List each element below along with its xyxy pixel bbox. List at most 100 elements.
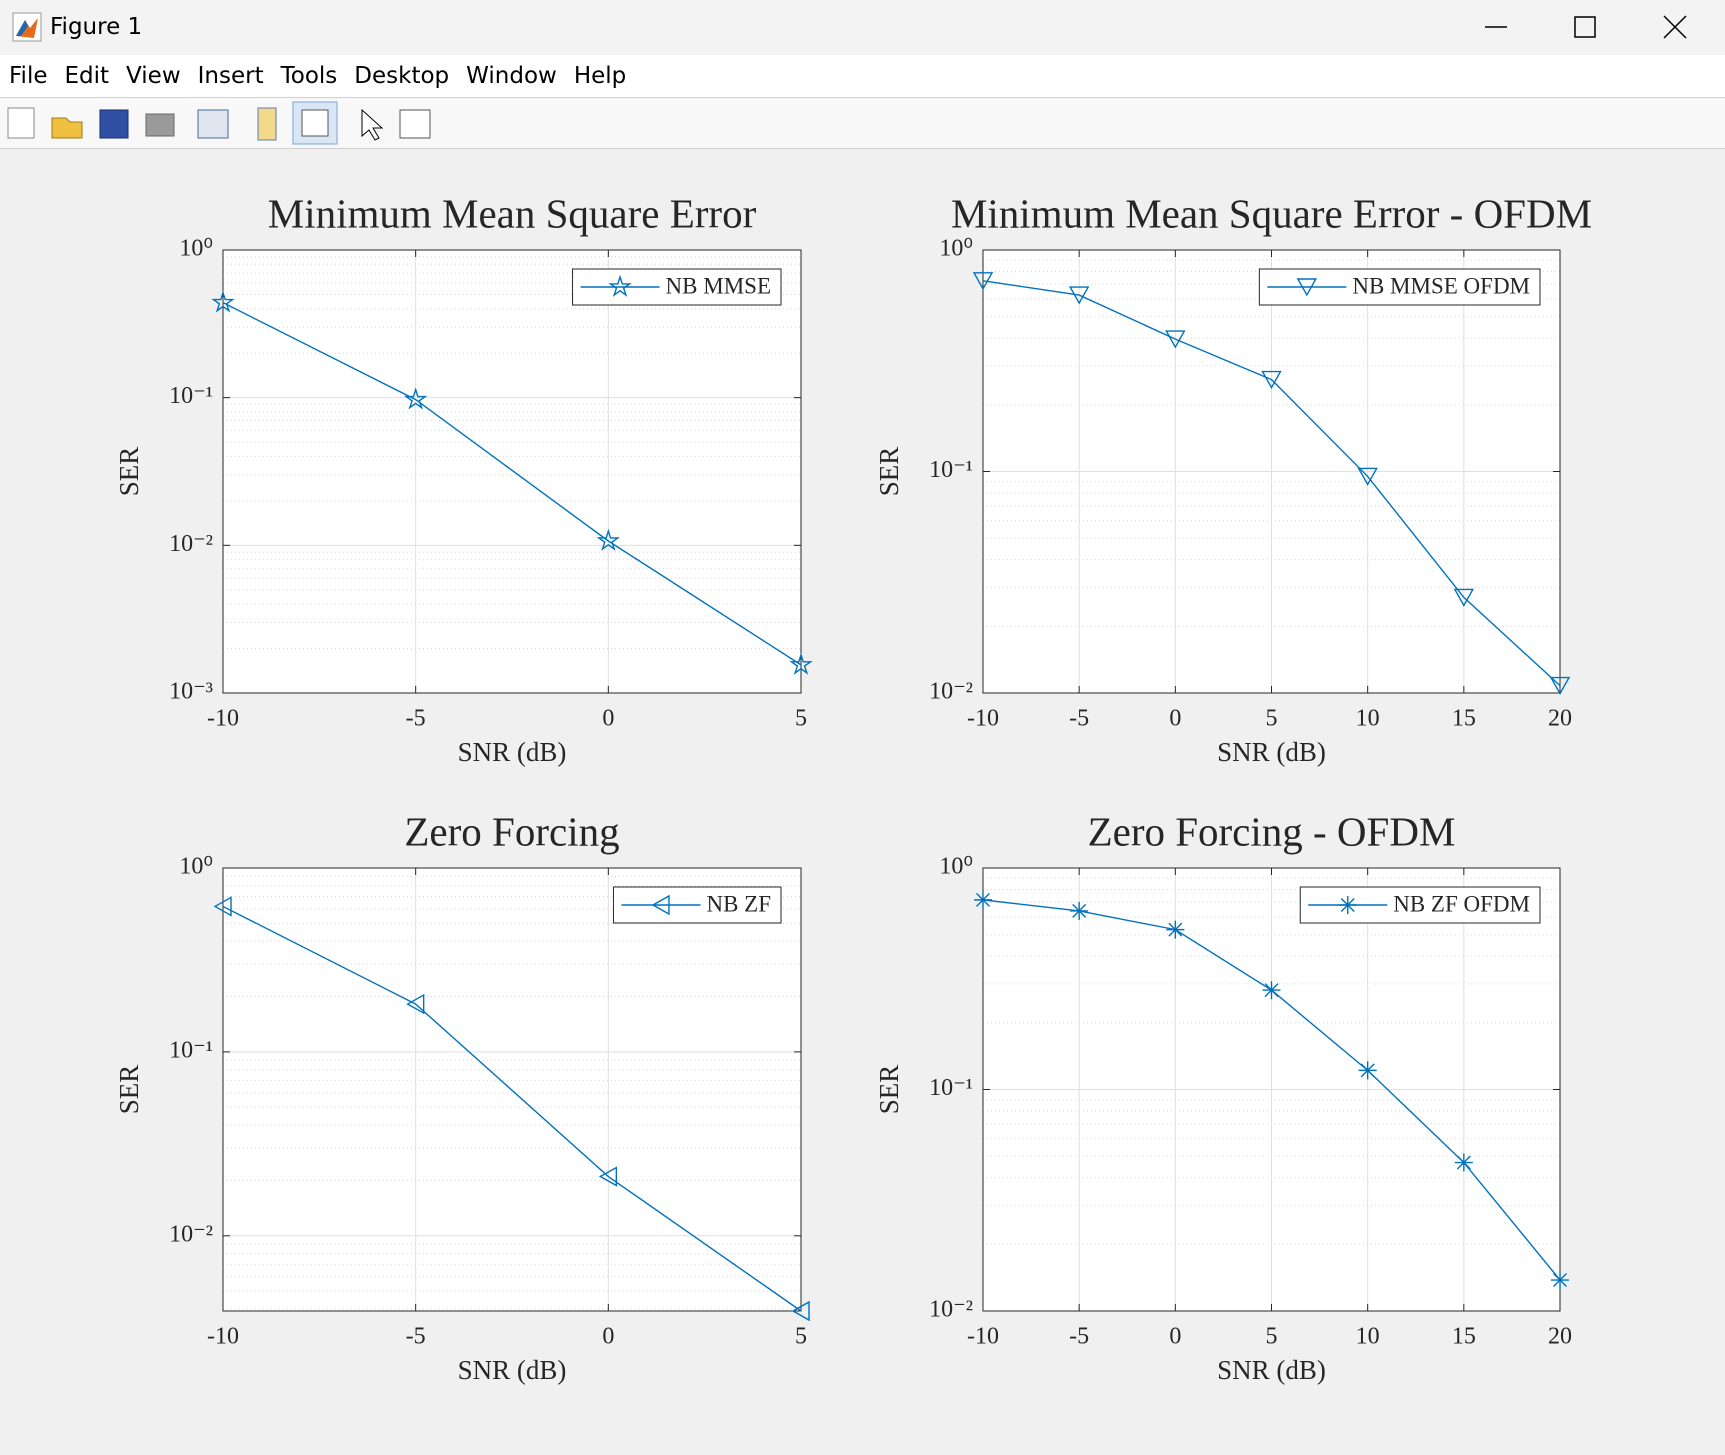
legend: NB MMSE	[572, 268, 782, 306]
legend-label: NB ZF	[706, 891, 771, 916]
y-tick-label: 10⁻²	[929, 1297, 973, 1323]
legend-marker	[651, 894, 670, 916]
marker	[213, 896, 232, 917]
y-tick-label: 10⁻²	[169, 531, 213, 557]
legend-icon	[301, 109, 329, 137]
chart-title: Minimum Mean Square Error	[268, 190, 757, 236]
link-plot-button[interactable]	[197, 109, 229, 139]
y-axis-label: SER	[114, 447, 144, 497]
colorbar-button[interactable]	[257, 107, 277, 141]
y-tick-label: 10⁻²	[929, 679, 973, 705]
menu-item[interactable]: Help	[573, 63, 627, 89]
x-tick-label: 5	[1266, 1324, 1278, 1350]
axes-background	[223, 250, 801, 693]
x-tick-label: 5	[795, 706, 807, 732]
legend-marker	[1338, 896, 1357, 914]
x-tick-label: 0	[1169, 706, 1181, 732]
x-tick-label: -10	[207, 706, 239, 732]
marker	[974, 890, 992, 909]
charts: 10⁻³ 10⁻² 10⁻¹ 10⁰ -10 -5 0 5 Minimum Mean Squar…	[114, 190, 1592, 1385]
title-bar: Figure 1	[0, 0, 1725, 55]
chart-title: Zero Forcing	[404, 808, 619, 854]
x-tick-label: -10	[967, 1324, 999, 1350]
series-line	[982, 280, 1561, 687]
y-tick-label: 10⁻¹	[929, 1075, 973, 1101]
legend-marker	[608, 274, 632, 297]
marker	[406, 993, 425, 1015]
menu-item[interactable]: Window	[466, 63, 557, 89]
chart-title: Zero Forcing - OFDM	[1088, 808, 1456, 854]
x-tick-label: 10	[1356, 1324, 1380, 1350]
y-tick-label: 10⁻²	[169, 1221, 213, 1247]
menu-item[interactable]: Desktop	[354, 63, 450, 89]
x-tick-label: 0	[602, 706, 614, 732]
menu-item[interactable]: Tools	[280, 63, 338, 89]
marker	[1358, 1061, 1377, 1080]
pointer-button[interactable]	[361, 108, 384, 141]
marker	[972, 272, 994, 291]
marker	[1357, 467, 1378, 486]
legend-label: NB MMSE	[666, 273, 771, 298]
axes-box	[222, 249, 802, 694]
axes-box	[222, 867, 802, 1312]
y-tick-label: 10⁰	[939, 236, 973, 262]
y-tick-label: 10⁰	[939, 854, 973, 880]
y-tick-label: 10⁰	[179, 236, 213, 262]
app-icon	[12, 12, 42, 42]
chart-title: Minimum Mean Square Error - OFDM	[951, 190, 1592, 236]
marker	[1262, 981, 1281, 1000]
legend-label: NB ZF OFDM	[1393, 891, 1530, 916]
y-tick-label: 10⁻¹	[169, 1037, 213, 1063]
x-tick-label: 10	[1356, 706, 1380, 732]
print-button[interactable]	[145, 113, 175, 137]
y-tick-label: 10⁻³	[169, 679, 213, 705]
x-tick-label: -5	[406, 1324, 426, 1350]
marker	[1454, 1153, 1473, 1172]
marker	[1166, 920, 1185, 939]
x-axis-label: SNR (dB)	[458, 1355, 567, 1385]
marker	[1070, 901, 1089, 920]
marker	[789, 652, 813, 675]
marker	[1165, 330, 1186, 349]
marker	[1453, 588, 1475, 607]
axes-box	[982, 249, 1561, 694]
x-axis-label: SNR (dB)	[458, 737, 567, 767]
x-tick-label: -5	[406, 706, 426, 732]
menu-item[interactable]: File	[9, 63, 48, 89]
axes-box	[982, 867, 1561, 1312]
x-axis-label: SNR (dB)	[1217, 737, 1326, 767]
x-tick-label: 5	[1266, 706, 1278, 732]
series-line	[222, 302, 802, 666]
marker	[1551, 1271, 1569, 1290]
open-button[interactable]	[51, 117, 83, 139]
legend-label: NB MMSE OFDM	[1352, 273, 1530, 298]
legend: NB ZF	[612, 886, 782, 924]
x-tick-label: 0	[602, 1324, 614, 1350]
new-button[interactable]	[7, 107, 35, 139]
menu-item[interactable]: View	[126, 63, 181, 89]
save-button[interactable]	[99, 109, 129, 139]
close-button[interactable]	[1663, 15, 1687, 39]
marker	[791, 1300, 810, 1322]
legend: NB MMSE OFDM	[1258, 268, 1541, 306]
y-axis-label: SER	[874, 1065, 904, 1115]
x-tick-label: -5	[1069, 1324, 1089, 1350]
window-controls	[1485, 15, 1687, 39]
y-tick-label: 10⁰	[179, 854, 213, 880]
marker	[598, 1166, 618, 1187]
menu-item[interactable]: Insert	[197, 63, 264, 89]
menu-item[interactable]: Edit	[64, 63, 110, 89]
marker	[211, 290, 235, 313]
x-axis-label: SNR (dB)	[1217, 1355, 1326, 1385]
toolbar-icons	[7, 101, 431, 145]
x-tick-label: 5	[795, 1324, 807, 1350]
marker	[1068, 286, 1090, 305]
y-axis-label: SER	[874, 447, 904, 497]
property-button[interactable]	[399, 109, 431, 139]
maximize-button[interactable]	[1574, 16, 1596, 38]
marker	[403, 387, 428, 410]
marker	[596, 528, 621, 551]
series-line	[222, 905, 802, 1312]
x-tick-label: -10	[967, 706, 999, 732]
